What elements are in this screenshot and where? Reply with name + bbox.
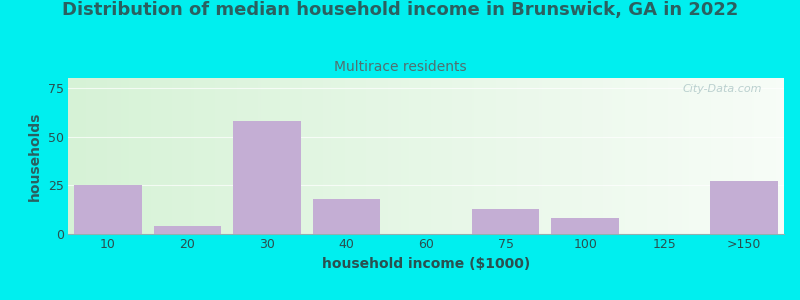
Bar [74, 185, 142, 234]
Bar [154, 226, 221, 234]
Text: City-Data.com: City-Data.com [683, 84, 762, 94]
Bar [710, 181, 778, 234]
Bar [313, 199, 380, 234]
Y-axis label: households: households [28, 111, 42, 201]
Bar [472, 209, 539, 234]
Bar [551, 218, 619, 234]
Text: Distribution of median household income in Brunswick, GA in 2022: Distribution of median household income … [62, 2, 738, 20]
Bar [233, 121, 301, 234]
X-axis label: household income ($1000): household income ($1000) [322, 257, 530, 271]
Text: Multirace residents: Multirace residents [334, 60, 466, 74]
